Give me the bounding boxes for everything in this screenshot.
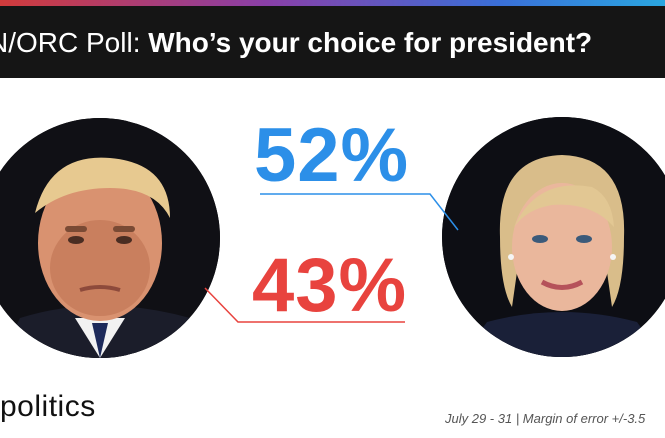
leader-line-red	[204, 287, 405, 323]
accent-stripe	[0, 0, 665, 6]
percentage-blue: 52%	[254, 113, 410, 198]
title-prefix: N/ORC Poll:	[0, 27, 149, 58]
portrait-left-image	[0, 118, 220, 358]
portrait-right	[442, 117, 665, 357]
politics-logo: politics	[0, 390, 120, 424]
poll-footnote: July 29 - 31 | Margin of error +/-3.5	[445, 411, 646, 426]
leader-line-blue	[260, 193, 459, 231]
page-title: N/ORC Poll: Who’s your choice for presid…	[0, 27, 592, 59]
portrait-left	[0, 118, 220, 358]
title-question: Who’s your choice for president?	[148, 27, 593, 58]
portrait-right-image	[442, 117, 665, 357]
logo-text: politics	[0, 390, 96, 423]
percentage-red: 43%	[252, 243, 408, 328]
title-bar: N/ORC Poll: Who’s your choice for presid…	[0, 6, 665, 78]
